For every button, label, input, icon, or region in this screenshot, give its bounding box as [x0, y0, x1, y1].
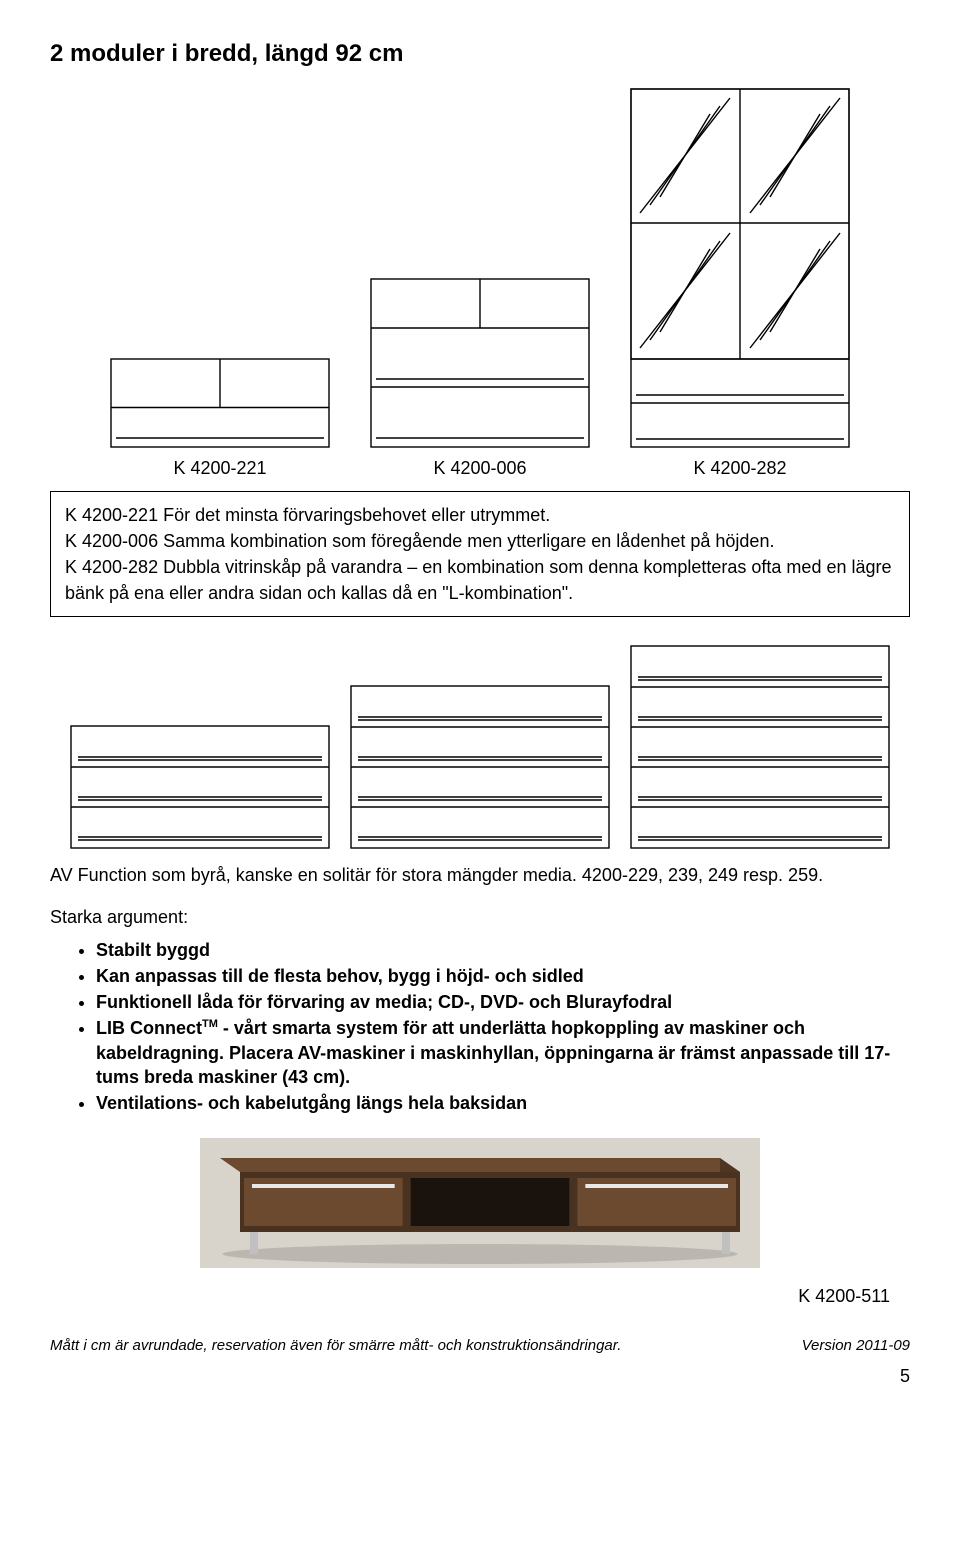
page-footer: Mått i cm är avrundade, reservation även…: [50, 1337, 910, 1354]
diagram-label: K 4200-221: [110, 458, 330, 479]
page-title: 2 moduler i bredd, längd 92 cm: [50, 40, 910, 68]
argument-item: Funktionell låda för förvaring av media;…: [96, 990, 910, 1014]
top-diagram-row: [50, 88, 910, 448]
product-photo-wrap: [50, 1138, 910, 1268]
arguments-list: Stabilt byggdKan anpassas till de flesta…: [50, 938, 910, 1116]
argument-item: LIB ConnectTM - vårt smarta system för a…: [96, 1016, 910, 1089]
mid-caption: AV Function som byrå, kanske en solitär …: [50, 863, 910, 888]
top-diagram-labels: K 4200-221 K 4200-006 K 4200-282: [50, 458, 910, 479]
argument-item: Stabilt byggd: [96, 938, 910, 962]
footer-left: Mått i cm är avrundade, reservation även…: [50, 1337, 621, 1354]
box-line: K 4200-006 Samma kombination som föregåe…: [65, 528, 895, 554]
description-box: K 4200-221 För det minsta förvaringsbeho…: [50, 491, 910, 617]
product-photo: [200, 1138, 760, 1268]
footer-right: Version 2011-09: [802, 1337, 910, 1354]
photo-label: K 4200-511: [50, 1286, 890, 1307]
diagram-label: K 4200-282: [630, 458, 850, 479]
diagram-label: K 4200-006: [370, 458, 590, 479]
box-line: K 4200-282 Dubbla vitrinskåp på varandra…: [65, 554, 895, 606]
argument-item: Ventilations- och kabelutgång längs hela…: [96, 1091, 910, 1115]
argument-item: Kan anpassas till de flesta behov, bygg …: [96, 964, 910, 988]
page-number: 5: [50, 1366, 910, 1387]
arguments-heading: Starka argument:: [50, 907, 910, 928]
mid-diagram-row: [50, 645, 910, 849]
box-line: K 4200-221 För det minsta förvaringsbeho…: [65, 502, 895, 528]
